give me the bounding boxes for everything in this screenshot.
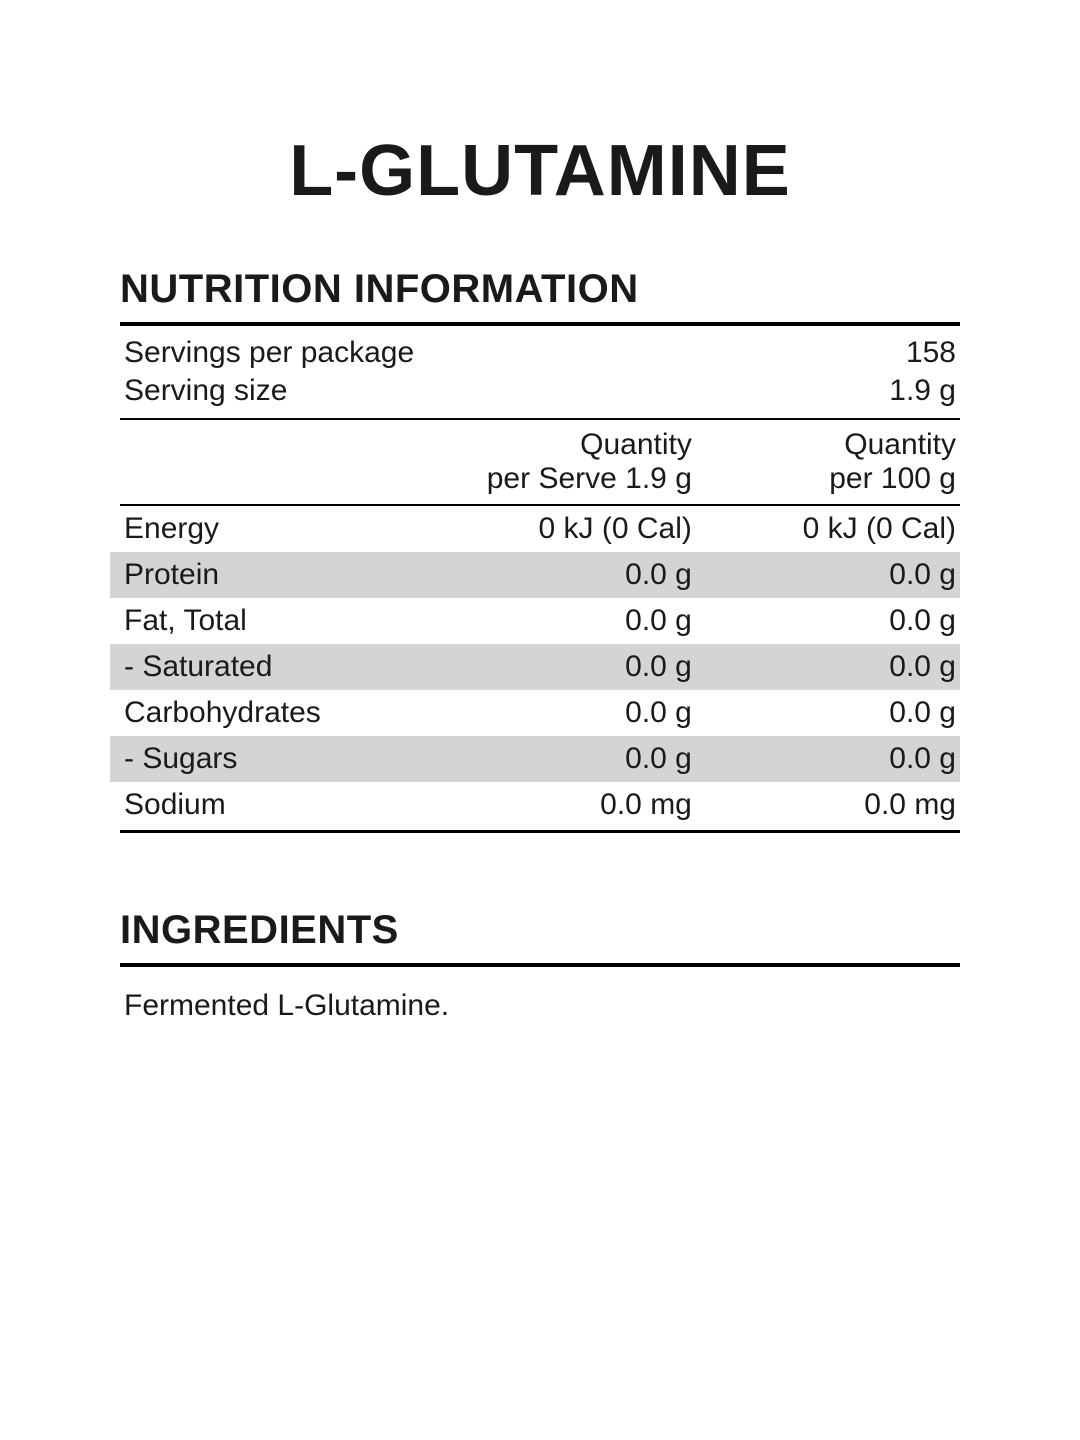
meta-row: Servings per package 158	[120, 334, 960, 372]
nutrition-section: NUTRITION INFORMATION Servings per packa…	[120, 267, 960, 833]
serving-meta: Servings per package 158 Serving size 1.…	[120, 334, 960, 410]
nutrient-per-100g: 0.0 g	[692, 650, 956, 684]
nutrient-row: Energy0 kJ (0 Cal)0 kJ (0 Cal)	[120, 506, 960, 552]
meta-value: 158	[906, 336, 956, 370]
meta-label: Servings per package	[124, 336, 414, 370]
nutrient-row: Protein0.0 g0.0 g	[110, 552, 960, 598]
nutrient-name: Fat, Total	[124, 604, 388, 638]
nutrient-name: - Saturated	[124, 650, 388, 684]
nutrient-table-body: Energy0 kJ (0 Cal)0 kJ (0 Cal)Protein0.0…	[120, 506, 960, 828]
divider	[120, 830, 960, 833]
nutrient-per-serve: 0.0 g	[388, 742, 692, 776]
nutrient-name: - Sugars	[124, 742, 388, 776]
nutrient-name: Carbohydrates	[124, 696, 388, 730]
nutrient-row: Carbohydrates0.0 g0.0 g	[120, 690, 960, 736]
nutrient-per-serve: 0.0 g	[388, 558, 692, 592]
nutrition-heading: NUTRITION INFORMATION	[120, 267, 960, 312]
nutrient-per-100g: 0.0 g	[692, 558, 956, 592]
divider	[120, 963, 960, 967]
nutrient-name: Energy	[124, 512, 388, 546]
col-header-serve-line1: Quantity	[388, 428, 692, 462]
nutrient-per-100g: 0.0 g	[692, 604, 956, 638]
ingredients-heading: INGREDIENTS	[120, 908, 960, 953]
nutrient-per-100g: 0.0 mg	[692, 788, 956, 822]
nutrient-name: Protein	[124, 558, 388, 592]
nutrient-row: Fat, Total0.0 g0.0 g	[120, 598, 960, 644]
col-header-serve-line2: per Serve 1.9 g	[388, 462, 692, 496]
nutrient-per-serve: 0 kJ (0 Cal)	[388, 512, 692, 546]
column-headers: Quantity per Serve 1.9 g Quantity per 10…	[120, 420, 960, 504]
nutrient-per-100g: 0 kJ (0 Cal)	[692, 512, 956, 546]
nutrient-row: Sodium0.0 mg0.0 mg	[120, 782, 960, 828]
nutrient-per-serve: 0.0 mg	[388, 788, 692, 822]
product-title: L-GLUTAMINE	[120, 130, 960, 212]
divider	[120, 322, 960, 326]
nutrient-per-100g: 0.0 g	[692, 742, 956, 776]
ingredients-section: INGREDIENTS Fermented L-Glutamine.	[120, 908, 960, 1023]
nutrient-per-serve: 0.0 g	[388, 696, 692, 730]
nutrient-row: - Saturated0.0 g0.0 g	[110, 644, 960, 690]
meta-label: Serving size	[124, 374, 287, 408]
nutrient-per-serve: 0.0 g	[388, 604, 692, 638]
ingredients-text: Fermented L-Glutamine.	[120, 989, 960, 1023]
meta-row: Serving size 1.9 g	[120, 372, 960, 410]
col-header-100-line1: Quantity	[692, 428, 956, 462]
nutrient-per-100g: 0.0 g	[692, 696, 956, 730]
col-header-100-line2: per 100 g	[692, 462, 956, 496]
nutrient-row: - Sugars0.0 g0.0 g	[110, 736, 960, 782]
nutrient-name: Sodium	[124, 788, 388, 822]
meta-value: 1.9 g	[889, 374, 956, 408]
nutrient-per-serve: 0.0 g	[388, 650, 692, 684]
